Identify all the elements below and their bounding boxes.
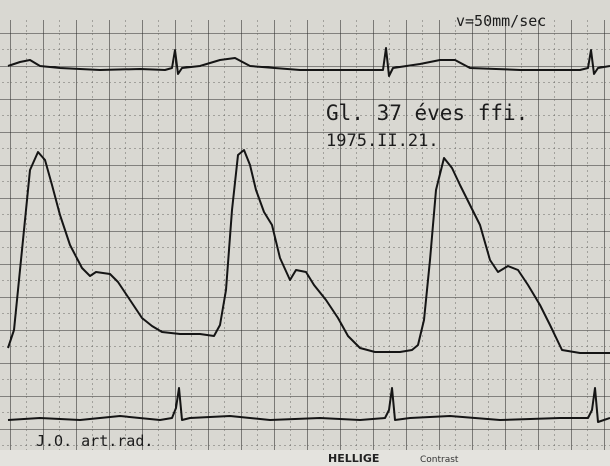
recording-scan: v=50mm/sec Gl. 37 éves ffi. 1975.II.21. … xyxy=(0,0,610,466)
page: v=50mm/sec Gl. 37 éves ffi. 1975.II.21. … xyxy=(0,0,610,466)
patient-label: Gl. 37 éves ffi. xyxy=(326,101,528,125)
brand-label: HELLIGE xyxy=(328,452,379,465)
paper-margin xyxy=(0,450,610,466)
speed-label: v=50mm/sec xyxy=(456,12,546,30)
date-label: 1975.II.21. xyxy=(326,131,439,151)
lead-label: J.O. art.rad. xyxy=(36,432,153,450)
grid-paper xyxy=(0,20,610,450)
product-label: Contrast xyxy=(420,455,459,465)
